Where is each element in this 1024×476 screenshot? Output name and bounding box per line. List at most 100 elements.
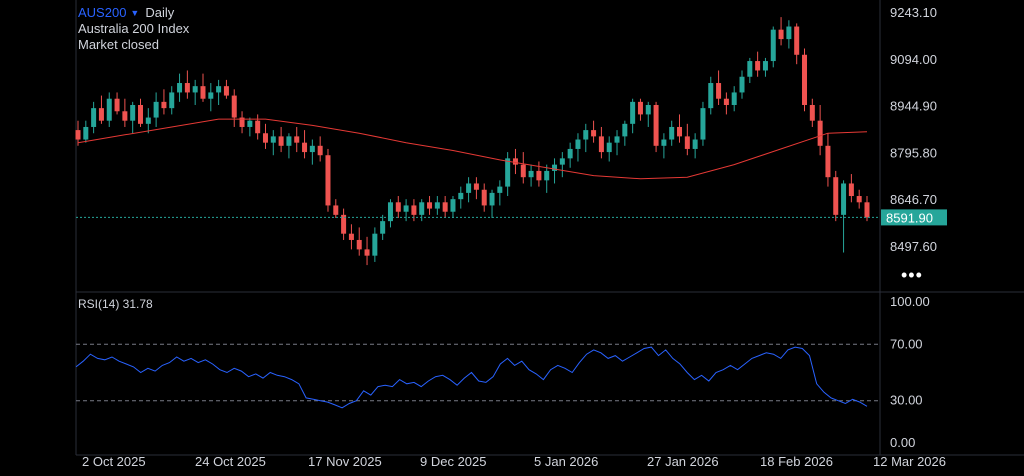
time-axis-label: 2 Oct 2025: [82, 454, 146, 469]
market-status: Market closed: [78, 37, 159, 52]
last-price-label: 8591.90: [886, 210, 933, 225]
candle-body: [567, 148, 573, 159]
candle-body: [598, 136, 604, 153]
candle-body: [184, 83, 190, 93]
candle-body: [348, 233, 354, 240]
candle-body: [372, 233, 378, 256]
candle-body: [434, 202, 440, 209]
candle-body: [864, 202, 870, 218]
candle-body: [841, 183, 847, 215]
candle-body: [380, 221, 386, 234]
candle-body: [684, 136, 690, 149]
candle-body: [137, 104, 143, 124]
candle-body: [520, 164, 526, 178]
candle-body: [809, 104, 815, 121]
candle-body: [817, 120, 823, 146]
candle-body: [755, 61, 761, 71]
candle-body: [309, 145, 315, 153]
candle-body: [637, 101, 643, 115]
time-axis-label: 5 Jan 2026: [534, 454, 598, 469]
time-axis-label: 24 Oct 2025: [195, 454, 266, 469]
instrument-name: Australia 200 Index: [78, 21, 190, 36]
candle-body: [497, 186, 503, 193]
candle-body: [481, 189, 487, 206]
candle-body: [200, 86, 206, 99]
candle-body: [442, 202, 448, 212]
candle-body: [325, 155, 331, 206]
candle-body: [356, 239, 362, 250]
candle-body: [411, 205, 417, 215]
candle-body: [559, 158, 565, 165]
candle-body: [856, 196, 862, 203]
candle-body: [302, 142, 308, 153]
candle-body: [177, 83, 183, 93]
candle-body: [130, 104, 136, 121]
candle-body: [630, 101, 636, 124]
candle-body: [692, 139, 698, 149]
price-axis-label: 8944.90: [890, 99, 937, 114]
price-axis-label: 8497.60: [890, 239, 937, 254]
candle-body: [223, 86, 229, 96]
candle-body: [716, 83, 722, 99]
symbol-name[interactable]: AUS200: [78, 5, 127, 20]
price-axis-label: 9243.10: [890, 5, 937, 20]
rsi-axis-label: 30.00: [890, 393, 923, 408]
time-axis-label: 9 Dec 2025: [420, 454, 487, 469]
candle-body: [489, 192, 495, 206]
candle-body: [731, 92, 737, 105]
candle-body: [83, 126, 89, 140]
price-axis-label: 8646.70: [890, 192, 937, 207]
candle-body: [544, 170, 550, 181]
candle-body: [247, 120, 253, 127]
candle-body: [239, 117, 245, 127]
candle-body: [419, 202, 425, 215]
candle-body: [364, 249, 370, 256]
candle-body: [848, 183, 854, 197]
candle-body: [762, 61, 768, 71]
time-axis-label: 17 Nov 2025: [308, 454, 382, 469]
candlestick-series: [75, 17, 870, 266]
grid-lines: [75, 0, 1024, 456]
candle-body: [708, 83, 714, 109]
time-axis-label: 18 Feb 2026: [760, 454, 833, 469]
price-axis-label: 9094.00: [890, 52, 937, 67]
candle-body: [427, 202, 433, 209]
candle-body: [333, 205, 339, 215]
candle-body: [583, 130, 589, 140]
candle-body: [270, 136, 276, 143]
rsi-indicator-label[interactable]: RSI(14) 31.78: [78, 297, 153, 311]
candle-body: [677, 126, 683, 137]
last-price-badge: [881, 209, 947, 226]
candle-body: [255, 120, 261, 134]
rsi-line: [75, 346, 868, 409]
candle-body: [614, 136, 620, 143]
candle-body: [606, 142, 612, 153]
candle-body: [98, 108, 104, 121]
candle-body: [106, 98, 112, 121]
time-axis-label: 27 Jan 2026: [647, 454, 719, 469]
candle-body: [653, 104, 659, 146]
candle-body: [278, 136, 284, 146]
candle-body: [528, 170, 534, 178]
rsi-layer: [75, 343, 880, 409]
chevron-down-icon[interactable]: ▼: [130, 8, 140, 18]
candle-body: [669, 126, 675, 140]
candle-body: [169, 92, 175, 109]
candle-body: [833, 177, 839, 215]
candle-body: [778, 29, 784, 40]
interval-label[interactable]: Daily: [145, 5, 175, 20]
rsi-axis-label: 100.00: [890, 294, 930, 309]
candle-body: [770, 29, 776, 62]
candle-body: [645, 104, 651, 115]
moving-average-line: [77, 118, 868, 180]
candle-body: [192, 86, 198, 93]
candle-body: [395, 202, 401, 212]
more-dots-icon[interactable]: •••: [901, 265, 923, 285]
candle-body: [458, 192, 464, 200]
candle-body: [473, 183, 479, 190]
candle-body: [294, 136, 300, 143]
candle-body: [122, 111, 128, 121]
candle-body: [723, 98, 729, 105]
